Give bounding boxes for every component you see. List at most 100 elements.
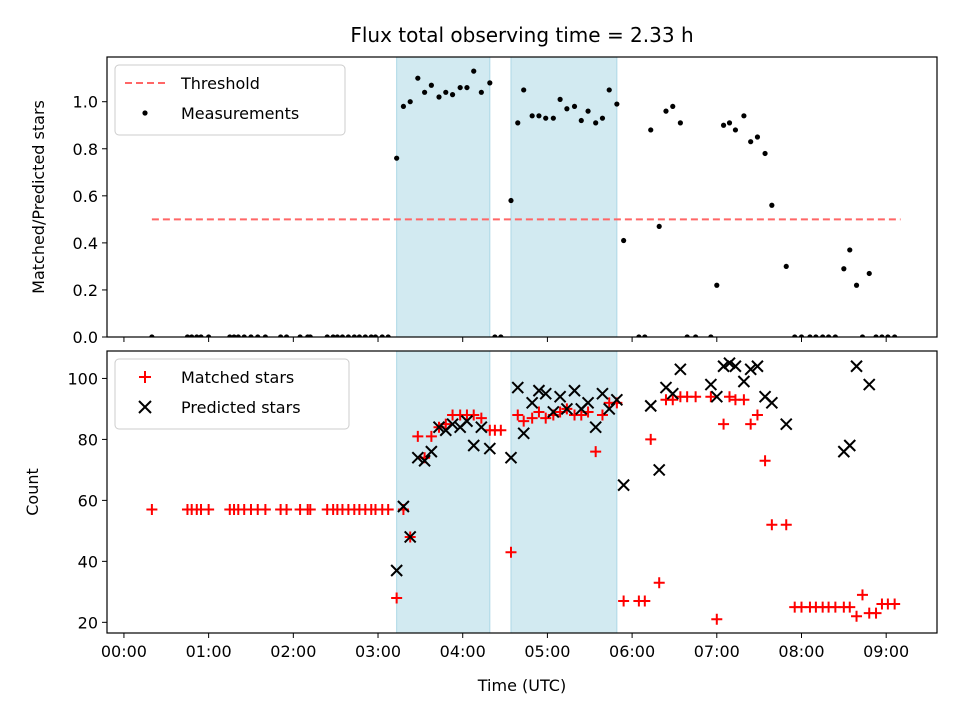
data-point: [557, 96, 563, 102]
data-point: [368, 334, 374, 337]
data-point: [521, 87, 527, 93]
data-point: [741, 113, 747, 119]
data-point: [515, 120, 521, 126]
legend-label: Matched stars: [181, 368, 294, 387]
data-point: [754, 134, 761, 140]
data-point: [418, 454, 431, 467]
legend: Matched stars Predicted stars: [114, 358, 350, 430]
data-point: [194, 334, 200, 337]
data-point: [231, 334, 237, 337]
data-point: [403, 530, 417, 544]
series-measurements: [149, 68, 898, 337]
data-point: [304, 504, 316, 516]
data-point: [723, 356, 736, 370]
data-point: [446, 417, 459, 431]
data-point: [411, 451, 425, 464]
data-point: [581, 396, 595, 410]
data-point: [146, 504, 158, 516]
data-point: [717, 360, 730, 373]
bottom-panel-counts: 00:00 01:00 02:00 03:00 04:00 05:00 06:00 07:00…: [23, 350, 938, 661]
data-point: [751, 360, 764, 373]
y-tick-label: 1.0: [73, 93, 98, 112]
data-point: [648, 127, 654, 133]
data-point: [652, 463, 666, 477]
data-point: [526, 412, 538, 424]
data-point: [636, 334, 642, 337]
legend-label: Measurements: [181, 104, 299, 123]
data-point: [475, 412, 487, 424]
data-point: [610, 393, 624, 406]
data-point: [889, 598, 901, 610]
data-point: [149, 334, 155, 337]
legend-label: Threshold: [180, 74, 260, 93]
data-point: [843, 439, 856, 452]
data-point: [670, 103, 676, 110]
data-point: [307, 334, 313, 337]
data-point: [540, 412, 552, 424]
data-point: [759, 455, 771, 467]
y-axis-title: Matched/Predicted stars: [29, 100, 48, 294]
x-tick-label: 09:00: [863, 642, 909, 661]
data-point: [407, 99, 413, 105]
data-point: [184, 334, 191, 337]
data-point: [227, 334, 233, 337]
y-tick-label: 80: [78, 430, 98, 449]
data-point: [856, 589, 868, 601]
data-point: [198, 334, 204, 337]
data-point: [281, 504, 293, 516]
observing-window-band: [396, 56, 491, 338]
data-point: [748, 139, 754, 145]
legend-plus-swatch: [139, 371, 151, 383]
data-point: [873, 334, 879, 337]
data-point: [390, 564, 403, 577]
data-point: [425, 445, 438, 458]
data-point: [792, 334, 798, 337]
data-point: [498, 334, 504, 337]
y-tick-label: 0.0: [73, 328, 98, 347]
data-point: [684, 334, 690, 337]
data-point: [851, 610, 863, 622]
data-point: [478, 89, 484, 95]
data-point: [351, 334, 357, 337]
data-point: [397, 500, 410, 513]
data-point: [492, 334, 498, 337]
data-point: [825, 334, 832, 337]
data-point: [617, 478, 630, 492]
data-point: [737, 375, 751, 388]
data-point: [606, 87, 612, 93]
data-point: [334, 334, 340, 337]
data-point: [677, 120, 683, 126]
data-point: [732, 127, 739, 133]
y-tick-label: 0.8: [73, 140, 98, 159]
data-point: [879, 334, 885, 337]
legend-dot-swatch: [142, 110, 148, 116]
y-tick-label: 0.6: [73, 187, 98, 206]
axes-frame: [106, 56, 938, 338]
data-point: [614, 101, 620, 107]
data-point: [599, 115, 606, 121]
legend-label: Predicted stars: [181, 398, 301, 417]
data-point: [468, 409, 480, 421]
data-point: [663, 108, 669, 114]
data-point: [206, 334, 212, 337]
data-point: [726, 120, 733, 126]
data-point: [720, 122, 727, 128]
data-point: [718, 418, 730, 430]
observing-window-band: [510, 56, 618, 338]
data-point: [866, 270, 872, 277]
data-point: [529, 113, 535, 119]
data-point: [853, 282, 860, 288]
data-point: [345, 334, 351, 337]
data-point: [283, 334, 290, 337]
data-point: [729, 360, 742, 373]
data-point: [667, 394, 679, 406]
data-point: [464, 84, 470, 91]
x-tick-label: 01:00: [186, 642, 232, 661]
y-tick-label: 0.4: [73, 234, 98, 253]
data-point: [504, 451, 518, 464]
plot-area: [149, 68, 901, 337]
data-point: [621, 237, 627, 244]
x-tick-label: 06:00: [609, 642, 655, 661]
plot-area: [146, 356, 901, 625]
